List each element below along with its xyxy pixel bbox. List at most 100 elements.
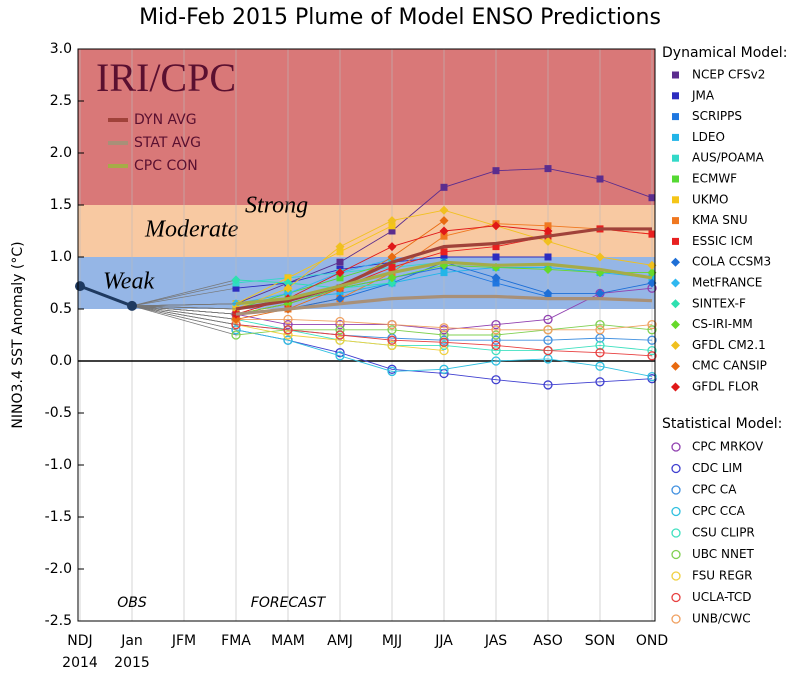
marker	[595, 319, 605, 330]
obs-connector	[131, 282, 237, 307]
marker	[595, 288, 605, 298]
marker	[283, 283, 293, 293]
obs-connector	[131, 279, 237, 307]
marker	[647, 268, 657, 278]
legend-marker	[672, 196, 679, 204]
marker	[543, 236, 553, 246]
marker	[283, 335, 293, 345]
marker	[387, 252, 397, 262]
marker	[335, 319, 345, 330]
marker	[647, 278, 657, 288]
marker	[440, 248, 448, 256]
legend-label: GFDL FLOR	[692, 380, 759, 394]
marker	[335, 348, 345, 358]
y-tick-label: -0.5	[45, 405, 72, 421]
marker	[336, 289, 344, 297]
marker	[439, 337, 449, 347]
chart-title: Mid-Feb 2015 Plume of Model ENSO Predict…	[139, 5, 661, 30]
legend-marker	[671, 463, 681, 474]
x-sublabel: 2015	[114, 655, 150, 671]
marker	[335, 335, 345, 345]
legend-title: Statistical Model:	[662, 416, 782, 432]
x-tick-label: JAS	[484, 633, 507, 649]
marker	[491, 345, 501, 356]
legend-marker	[671, 382, 680, 392]
marker	[335, 294, 345, 304]
legend-marker	[672, 113, 679, 121]
marker	[491, 330, 501, 340]
marker	[335, 268, 345, 278]
marker	[388, 263, 396, 271]
marker	[439, 330, 449, 340]
legend-label: LDEO	[692, 130, 725, 144]
y-tick-label: 2.5	[50, 93, 72, 109]
marker	[543, 264, 553, 274]
marker	[387, 325, 397, 335]
legend-marker	[671, 299, 680, 309]
band-label: Strong	[245, 193, 308, 219]
marker	[439, 226, 449, 236]
legend-label: ESSIC ICM	[692, 234, 753, 248]
marker	[491, 273, 501, 283]
marker	[491, 319, 501, 330]
legend-label: CSU CLIPR	[692, 526, 755, 540]
x-sublabel: 2014	[62, 655, 98, 671]
marker	[647, 319, 657, 330]
legend-label: SINTEX-F	[692, 296, 746, 310]
marker	[543, 345, 553, 356]
x-tick-label: OND	[636, 633, 668, 649]
marker	[491, 375, 501, 385]
marker	[283, 288, 293, 298]
legend-marker	[672, 133, 679, 141]
legend-label: UNB/CWC	[692, 612, 751, 626]
obs-connector	[131, 305, 237, 331]
marker	[595, 377, 605, 387]
marker	[595, 325, 605, 335]
legend-label: FSU REGR	[692, 569, 752, 583]
marker	[283, 319, 293, 330]
series-line	[235, 329, 653, 378]
legend-label: JMA	[691, 88, 715, 102]
x-tick-label: MJJ	[382, 633, 402, 649]
marker	[231, 275, 241, 285]
marker	[439, 340, 449, 351]
legend-marker	[672, 217, 679, 225]
x-tick-label: JJA	[434, 633, 453, 649]
y-tick-label: -2.0	[45, 561, 72, 577]
legend-label: NCEP CFSv2	[692, 68, 765, 82]
y-tick-label: 0.5	[50, 301, 72, 317]
marker	[543, 314, 553, 325]
series-line	[235, 318, 653, 352]
marker	[491, 325, 501, 335]
x-tick-label: FMA	[221, 633, 251, 649]
obs-connector	[131, 303, 237, 307]
marker	[336, 248, 344, 256]
intensity-band	[78, 49, 655, 205]
marker	[596, 175, 604, 183]
marker	[647, 351, 657, 361]
marker	[491, 356, 501, 366]
marker	[544, 253, 552, 261]
legend-marker	[671, 506, 681, 517]
marker	[387, 340, 397, 351]
marker	[543, 226, 553, 236]
annotation: OBS	[117, 595, 147, 611]
marker	[335, 330, 345, 340]
annotation: FORECAST	[251, 595, 327, 611]
legend-marker	[671, 571, 681, 581]
legend-marker	[672, 92, 679, 100]
y-tick-label: 2.0	[50, 145, 72, 161]
marker	[491, 340, 501, 351]
series-line	[235, 260, 653, 306]
marker	[492, 279, 500, 287]
legend-label: CPC CCA	[692, 504, 746, 518]
legend-marker	[671, 340, 680, 350]
marker	[647, 371, 657, 382]
marker	[491, 335, 501, 345]
legend-marker	[671, 549, 681, 560]
series-line	[235, 225, 393, 305]
marker	[387, 216, 397, 226]
marker	[231, 330, 241, 340]
x-tick-label: Jan	[120, 633, 143, 649]
